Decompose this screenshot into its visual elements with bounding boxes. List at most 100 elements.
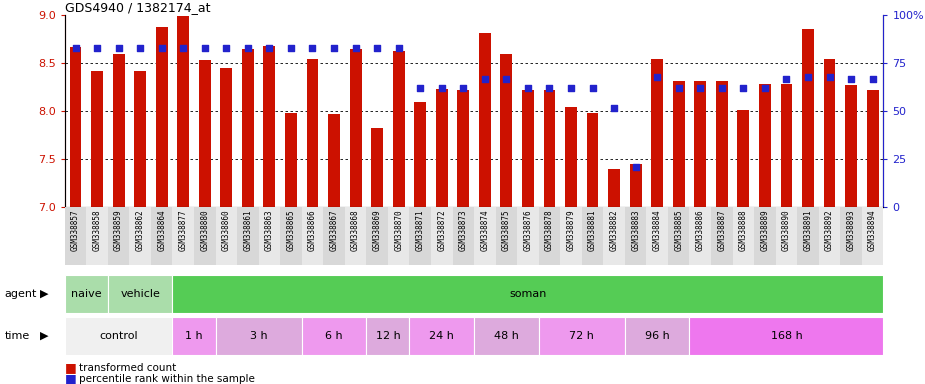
Text: vehicle: vehicle xyxy=(120,289,160,299)
Text: GSM338867: GSM338867 xyxy=(329,210,339,251)
Point xyxy=(90,45,105,51)
FancyBboxPatch shape xyxy=(475,317,538,355)
Text: 12 h: 12 h xyxy=(376,331,401,341)
Point xyxy=(542,85,557,91)
FancyBboxPatch shape xyxy=(561,207,582,265)
Bar xyxy=(867,90,879,207)
Bar xyxy=(608,169,620,207)
Bar xyxy=(737,111,749,207)
Bar xyxy=(565,106,577,207)
FancyBboxPatch shape xyxy=(345,207,366,265)
Text: GSM338858: GSM338858 xyxy=(92,210,102,251)
Text: GSM338871: GSM338871 xyxy=(415,210,425,251)
FancyBboxPatch shape xyxy=(302,207,323,265)
Point xyxy=(133,45,148,51)
FancyBboxPatch shape xyxy=(647,207,668,265)
Point xyxy=(736,85,751,91)
Point xyxy=(672,85,686,91)
FancyBboxPatch shape xyxy=(65,317,172,355)
Text: GSM338877: GSM338877 xyxy=(179,210,188,251)
Bar xyxy=(285,113,297,207)
Text: ▶: ▶ xyxy=(40,289,48,299)
FancyBboxPatch shape xyxy=(151,207,172,265)
Text: GSM338874: GSM338874 xyxy=(480,210,489,251)
Bar xyxy=(716,81,728,207)
Text: ■: ■ xyxy=(65,361,77,374)
Text: agent: agent xyxy=(5,289,37,299)
Text: GSM338862: GSM338862 xyxy=(136,210,144,251)
Text: GSM338885: GSM338885 xyxy=(674,210,684,251)
Text: 1 h: 1 h xyxy=(185,331,203,341)
Text: ■: ■ xyxy=(65,372,77,384)
FancyBboxPatch shape xyxy=(172,207,194,265)
Point xyxy=(154,45,169,51)
Point xyxy=(413,85,427,91)
Point xyxy=(779,76,794,82)
Text: percentile rank within the sample: percentile rank within the sample xyxy=(79,374,254,384)
Text: GSM338891: GSM338891 xyxy=(804,210,812,251)
Point xyxy=(240,45,255,51)
Point xyxy=(586,85,600,91)
Point xyxy=(865,76,880,82)
Text: GSM338888: GSM338888 xyxy=(739,210,747,251)
FancyBboxPatch shape xyxy=(108,207,130,265)
Text: GSM338889: GSM338889 xyxy=(760,210,770,251)
Point xyxy=(844,76,858,82)
Bar xyxy=(134,71,146,207)
Text: GSM338890: GSM338890 xyxy=(782,210,791,251)
Bar xyxy=(522,90,534,207)
FancyBboxPatch shape xyxy=(840,207,862,265)
FancyBboxPatch shape xyxy=(130,207,151,265)
FancyBboxPatch shape xyxy=(108,275,172,313)
Text: GSM338873: GSM338873 xyxy=(459,210,468,251)
Text: naive: naive xyxy=(71,289,102,299)
Bar xyxy=(651,58,663,207)
Point xyxy=(693,85,708,91)
Point xyxy=(111,45,126,51)
Bar xyxy=(781,84,793,207)
Text: GSM338872: GSM338872 xyxy=(438,210,446,251)
FancyBboxPatch shape xyxy=(582,207,603,265)
Point xyxy=(607,104,622,111)
FancyBboxPatch shape xyxy=(366,207,388,265)
Text: GSM338892: GSM338892 xyxy=(825,210,834,251)
Point xyxy=(391,45,406,51)
FancyBboxPatch shape xyxy=(237,207,259,265)
Bar xyxy=(457,90,469,207)
FancyBboxPatch shape xyxy=(302,317,366,355)
FancyBboxPatch shape xyxy=(625,317,689,355)
Text: 72 h: 72 h xyxy=(570,331,594,341)
Text: GSM338868: GSM338868 xyxy=(352,210,360,251)
Point xyxy=(68,45,83,51)
FancyBboxPatch shape xyxy=(172,275,883,313)
FancyBboxPatch shape xyxy=(65,207,86,265)
FancyBboxPatch shape xyxy=(259,207,280,265)
Bar xyxy=(155,27,167,207)
Text: GSM338884: GSM338884 xyxy=(653,210,661,251)
Bar xyxy=(695,81,706,207)
Text: 168 h: 168 h xyxy=(771,331,802,341)
Text: GSM338881: GSM338881 xyxy=(588,210,597,251)
Point xyxy=(521,85,536,91)
Bar xyxy=(113,54,125,207)
Point xyxy=(327,45,341,51)
Bar xyxy=(586,113,598,207)
Bar xyxy=(92,71,103,207)
Text: GSM338876: GSM338876 xyxy=(524,210,533,251)
Text: time: time xyxy=(5,331,30,341)
Bar xyxy=(328,114,340,207)
Point xyxy=(649,74,664,80)
Point xyxy=(800,74,815,80)
FancyBboxPatch shape xyxy=(689,317,883,355)
Text: GSM338893: GSM338893 xyxy=(846,210,856,251)
Point xyxy=(435,85,450,91)
Text: 48 h: 48 h xyxy=(494,331,519,341)
Bar xyxy=(264,46,276,207)
Bar xyxy=(393,51,404,207)
FancyBboxPatch shape xyxy=(776,207,797,265)
Text: GSM338869: GSM338869 xyxy=(373,210,382,251)
Bar xyxy=(306,58,318,207)
FancyBboxPatch shape xyxy=(819,207,840,265)
Text: GSM338886: GSM338886 xyxy=(696,210,705,251)
FancyBboxPatch shape xyxy=(431,207,452,265)
